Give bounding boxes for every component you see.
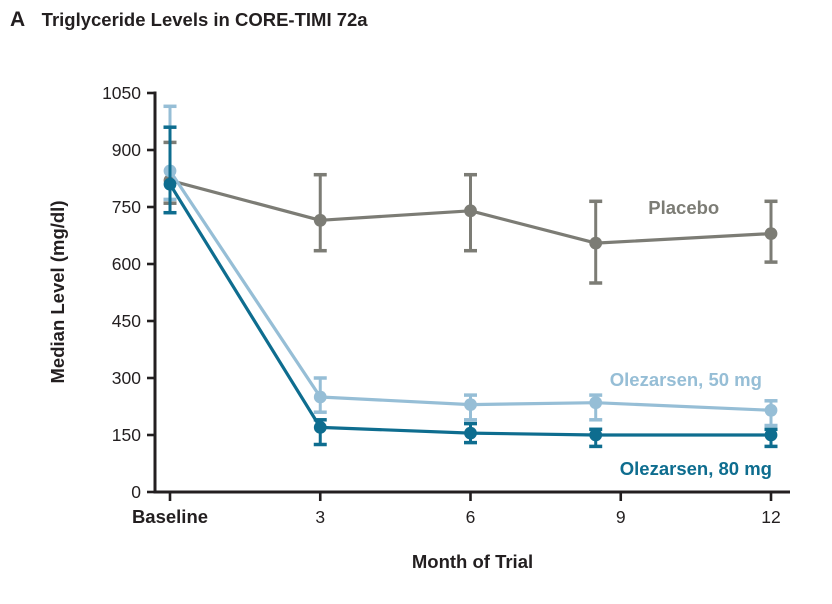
y-tick-label: 750 bbox=[112, 197, 141, 217]
x-tick-label: 9 bbox=[616, 507, 626, 527]
y-tick-label: 1050 bbox=[102, 83, 141, 103]
data-point bbox=[313, 390, 327, 404]
data-point bbox=[313, 421, 327, 434]
x-tick-label: Baseline bbox=[132, 506, 208, 527]
data-point bbox=[764, 428, 778, 442]
figure-header: A Triglyceride Levels in CORE-TIMI 72a bbox=[10, 8, 368, 32]
y-tick-label: 450 bbox=[112, 311, 141, 331]
y-tick-label: 0 bbox=[131, 482, 141, 502]
data-point bbox=[589, 396, 603, 410]
data-point bbox=[163, 177, 177, 191]
data-point bbox=[464, 398, 477, 411]
y-axis-title: Median Level (mg/dl) bbox=[47, 201, 68, 384]
data-point bbox=[464, 426, 477, 440]
panel-letter: A bbox=[10, 8, 26, 31]
data-point bbox=[464, 204, 477, 218]
series-olezarsen-50-mg: Olezarsen, 50 mg bbox=[163, 104, 778, 428]
y-tick-label: 150 bbox=[112, 425, 141, 445]
series-label: Olezarsen, 50 mg bbox=[610, 369, 762, 390]
series-label: Olezarsen, 80 mg bbox=[620, 458, 772, 479]
data-point bbox=[313, 213, 327, 227]
y-tick-label: 900 bbox=[112, 140, 141, 160]
figure-title: Triglyceride Levels in CORE-TIMI 72a bbox=[41, 9, 368, 30]
data-point bbox=[764, 403, 778, 417]
y-tick-label: 600 bbox=[112, 254, 141, 274]
y-axis-ticks: 0 150 300 450 600 750 900 1050 bbox=[102, 83, 155, 502]
data-point bbox=[589, 428, 603, 442]
series-olezarsen-80-mg: Olezarsen, 80 mg bbox=[163, 125, 778, 479]
x-tick-label: 12 bbox=[761, 507, 780, 527]
x-axis-title: Month of Trial bbox=[412, 551, 533, 572]
x-tick-label: 6 bbox=[466, 507, 476, 527]
data-point bbox=[764, 227, 778, 241]
data-point bbox=[589, 236, 603, 250]
x-tick-label: 3 bbox=[315, 507, 325, 527]
series-placebo: Placebo bbox=[163, 140, 778, 285]
x-axis-ticks: Baseline 3 6 9 12 bbox=[132, 492, 781, 527]
y-tick-label: 300 bbox=[112, 368, 141, 388]
series-label: Placebo bbox=[648, 197, 719, 218]
